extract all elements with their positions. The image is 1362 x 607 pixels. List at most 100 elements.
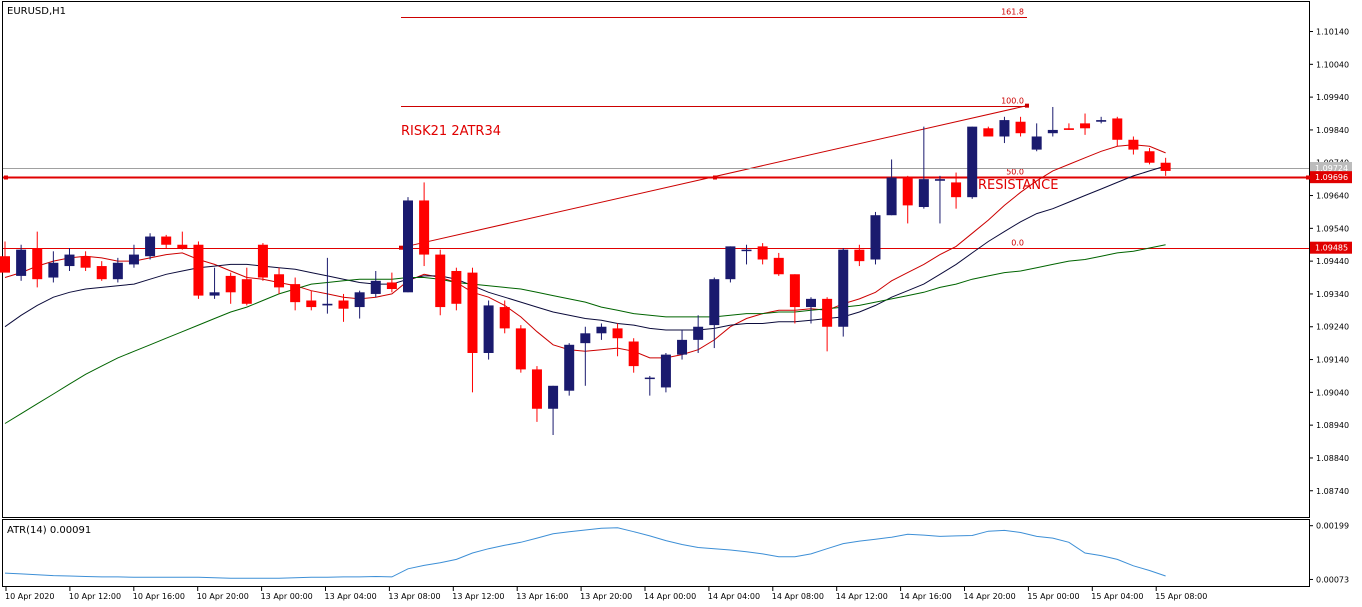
candle-body xyxy=(403,200,413,293)
time-tick-label: 13 Apr 04:00 xyxy=(325,592,377,601)
candle-body xyxy=(161,236,172,245)
candle-body xyxy=(564,344,575,391)
candle-body xyxy=(145,236,156,257)
fib-level-label: 161.8 xyxy=(1001,8,1024,17)
atr-tick-label: 0.00199 xyxy=(1316,522,1349,531)
atr-tick-label: 0.00073 xyxy=(1316,575,1349,584)
candle xyxy=(161,234,172,249)
candle xyxy=(274,267,285,294)
candle-body xyxy=(902,177,913,206)
bid-price-tag xyxy=(1310,161,1352,174)
candle-body xyxy=(0,256,10,273)
atr-line xyxy=(4,527,1166,579)
candle-body xyxy=(1112,118,1123,140)
time-tick-label: 10 Apr 2020 xyxy=(5,592,54,601)
time-tick-label: 13 Apr 16:00 xyxy=(516,592,568,601)
candle xyxy=(806,297,816,324)
candle-body xyxy=(193,244,204,296)
candle xyxy=(886,159,897,216)
candle-body xyxy=(1144,151,1155,163)
candle xyxy=(435,249,446,316)
price-tick-label: 1.08840 xyxy=(1316,454,1349,463)
candle-body xyxy=(773,257,784,275)
candle xyxy=(789,274,800,324)
time-tick-label: 15 Apr 08:00 xyxy=(1155,592,1207,601)
resistance-label: RESISTANCE xyxy=(978,178,1058,193)
candle xyxy=(128,244,139,268)
candle-body xyxy=(806,298,816,308)
level-price-tag xyxy=(1310,241,1352,254)
candle-body xyxy=(854,249,865,262)
price-tick-label: 1.09540 xyxy=(1316,224,1349,233)
candle-body xyxy=(725,246,736,280)
candle-body xyxy=(693,326,704,340)
candle xyxy=(854,244,865,267)
time-tick-label: 15 Apr 00:00 xyxy=(1027,592,1079,601)
candle xyxy=(32,231,43,288)
candle xyxy=(290,277,301,311)
resistance-handle[interactable] xyxy=(1306,175,1310,180)
candle-body xyxy=(548,385,559,409)
price-tick-label: 1.09940 xyxy=(1316,93,1349,102)
candle-body xyxy=(338,300,349,309)
candle-body xyxy=(967,126,978,198)
candle-body xyxy=(934,179,945,181)
candle-body xyxy=(499,307,510,329)
candle xyxy=(548,385,559,435)
candle-body xyxy=(274,274,285,288)
candle xyxy=(773,252,784,276)
candle-body xyxy=(32,248,43,280)
candle-body xyxy=(999,120,1010,137)
candle-body xyxy=(822,298,833,327)
candle xyxy=(177,231,188,250)
candle-body xyxy=(128,254,139,265)
candle xyxy=(983,126,994,137)
candle xyxy=(741,244,752,265)
candle xyxy=(838,248,849,337)
candle xyxy=(338,293,349,322)
atr-layer xyxy=(4,527,1166,579)
price-tick-label: 1.08940 xyxy=(1316,421,1349,430)
price-tick-label: 1.08740 xyxy=(1316,487,1349,496)
candle-body xyxy=(112,262,123,280)
candle-body xyxy=(1015,121,1026,134)
candle xyxy=(322,257,333,314)
candle-body xyxy=(451,270,462,304)
resistance-handle[interactable] xyxy=(713,175,717,180)
candle-body xyxy=(1160,162,1171,171)
candle xyxy=(467,267,478,393)
candle-body xyxy=(241,279,252,304)
candle-body xyxy=(1128,139,1139,150)
candle xyxy=(499,300,510,334)
candle xyxy=(1080,113,1091,135)
candle xyxy=(16,244,27,281)
candle-body xyxy=(257,244,268,278)
time-tick-label: 13 Apr 12:00 xyxy=(452,592,504,601)
candle-body xyxy=(370,280,381,294)
price-tick-label: 1.09840 xyxy=(1316,126,1349,135)
candle-body xyxy=(16,249,27,276)
fib-anchor-handle[interactable] xyxy=(399,245,403,250)
candle-body xyxy=(789,274,800,308)
candle-body xyxy=(757,246,768,260)
candle xyxy=(209,267,220,299)
candle-body xyxy=(677,339,688,355)
candle-body xyxy=(918,179,929,208)
candle-body xyxy=(531,369,542,409)
candle-body xyxy=(596,326,607,334)
fib-anchor-handle[interactable] xyxy=(1025,103,1029,108)
candle xyxy=(1031,123,1042,152)
candle xyxy=(693,315,704,353)
candle xyxy=(564,343,575,396)
strategy-label: RISK21 2ATR34 xyxy=(401,124,501,139)
main-chart-frame xyxy=(2,1,1310,518)
candle xyxy=(386,272,397,293)
candle xyxy=(1015,116,1026,137)
time-tick-label: 15 Apr 04:00 xyxy=(1091,592,1143,601)
candle xyxy=(1160,157,1171,176)
candle xyxy=(403,197,413,293)
time-tick-label: 14 Apr 20:00 xyxy=(964,592,1016,601)
price-tick-label: 1.09040 xyxy=(1316,388,1349,397)
candle-body xyxy=(64,254,75,267)
resistance-handle[interactable] xyxy=(4,175,8,180)
